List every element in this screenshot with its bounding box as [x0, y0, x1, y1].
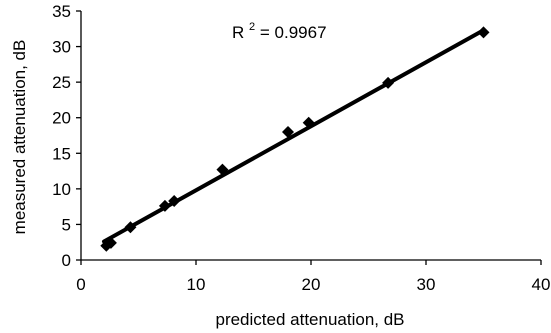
- x-axis-title: predicted attenuation, dB: [215, 310, 404, 329]
- y-axis-title: measured attenuation, dB: [10, 40, 29, 235]
- x-tick-label: 30: [417, 275, 436, 294]
- data-point: [124, 221, 137, 234]
- r-value: = 0.9967: [260, 23, 327, 42]
- y-tick-label: 10: [52, 180, 71, 199]
- data-point: [168, 194, 181, 207]
- r-label: R: [232, 23, 244, 42]
- x-tick-label: 40: [532, 275, 551, 294]
- data-point: [282, 125, 294, 138]
- x-tick-label: 20: [302, 275, 321, 294]
- x-tick-label: 0: [76, 275, 85, 294]
- x-axis-ticks: 0 10 20 30 40: [76, 260, 550, 294]
- data-points: [100, 26, 490, 252]
- y-tick-label: 35: [52, 2, 71, 21]
- y-tick-label: 15: [52, 144, 71, 163]
- y-axis-ticks: 0 5 10 15 20 25 30 35: [52, 2, 81, 270]
- y-tick-label: 20: [52, 109, 71, 128]
- r-superscript: 2: [249, 21, 255, 33]
- r-squared-annotation: R 2 = 0.9967: [232, 15, 327, 42]
- data-point: [382, 76, 395, 89]
- y-tick-label: 5: [62, 215, 71, 234]
- x-tick-label: 10: [187, 275, 206, 294]
- y-tick-label: 30: [52, 38, 71, 57]
- data-point: [104, 236, 117, 249]
- data-point: [216, 163, 229, 176]
- data-point: [477, 26, 490, 39]
- data-point: [158, 199, 171, 212]
- plot-area: 0 10 20 30 40 0 5 10 15 20 25 30 35: [52, 2, 550, 294]
- y-tick-label: 25: [52, 73, 71, 92]
- data-point: [302, 116, 315, 129]
- y-tick-label: 0: [62, 251, 71, 270]
- trend-line: [102, 28, 486, 244]
